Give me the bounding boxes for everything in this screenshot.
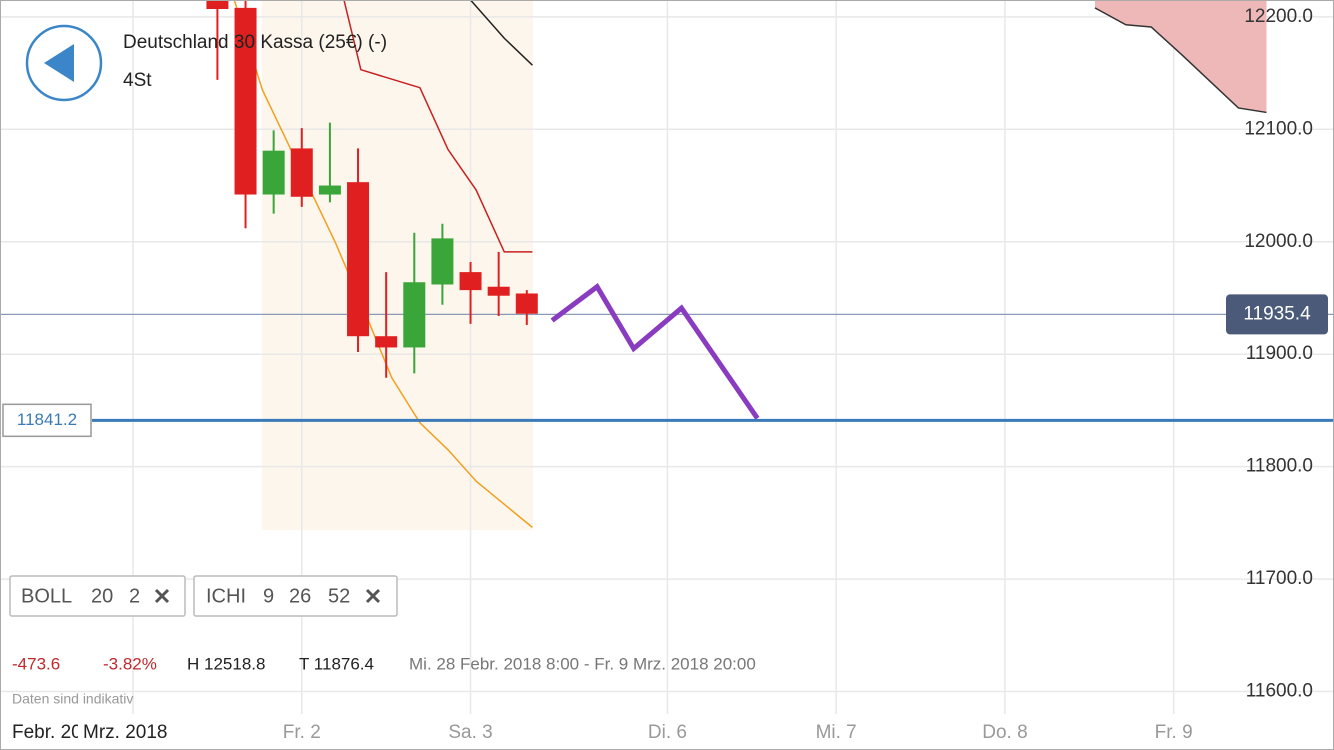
y-tick-label: 12100.0 <box>1244 118 1313 139</box>
timeframe: 4St <box>123 70 152 91</box>
indicator-param: 9 <box>263 585 274 607</box>
indicator-name: ICHI <box>206 585 246 607</box>
candle-body <box>347 182 370 337</box>
x-tick-label: Mi. 7 <box>816 722 857 743</box>
candle-body <box>487 286 510 296</box>
candle-body <box>403 282 426 348</box>
y-tick-label: 11800.0 <box>1246 456 1313 477</box>
remove-icon[interactable] <box>154 588 170 604</box>
x-tick-label: Sa. 3 <box>448 722 492 743</box>
y-tick-label: 11700.0 <box>1246 568 1313 589</box>
plot: 12200.0 12100.0 12000.0 11900.0 11800.0 11700… <box>0 0 1334 714</box>
indicator-chip[interactable] <box>9 575 186 617</box>
candle-body <box>318 185 341 195</box>
y-tick-label: 12000.0 <box>1244 231 1313 252</box>
y-tick-label: 11600.0 <box>1246 681 1313 702</box>
date-range: Mi. 28 Febr. 2018 8:00 - Fr. 9 Mrz. 2018… <box>409 654 756 673</box>
month-box <box>78 714 185 750</box>
level-label: 11841.2 <box>17 410 77 429</box>
ui: Deutschland 30 Kassa (25€) (-) 4St BOLL … <box>0 24 1193 750</box>
high: H 12518.8 <box>187 654 265 673</box>
candle-body <box>431 238 454 285</box>
cloud-edge <box>1094 7 1267 114</box>
change: -473.6 <box>12 654 60 673</box>
candle-body <box>375 336 398 348</box>
disclaimer: Daten sind indikativ <box>12 691 133 707</box>
indicator-name: BOLL <box>21 585 72 607</box>
remove-icon[interactable] <box>365 588 381 604</box>
month-label: Mrz. 2018 <box>83 722 167 743</box>
trend-drawing <box>550 283 760 420</box>
indicator-param: 52 <box>328 585 350 607</box>
candle-body <box>290 148 313 197</box>
indicator-param: 20 <box>91 585 113 607</box>
indicator-chip[interactable] <box>193 575 398 617</box>
back-icon <box>44 44 74 82</box>
indicator-band <box>262 0 533 530</box>
indicator-line <box>233 0 533 528</box>
x-tick-label: Fr. 9 <box>1155 722 1193 743</box>
candle-body <box>206 0 229 9</box>
indicator-line <box>343 0 533 253</box>
candle-body <box>459 272 482 291</box>
indicator-param: 2 <box>129 585 140 607</box>
y-tick-label: 12200.0 <box>1244 6 1313 27</box>
indicator-param: 26 <box>289 585 311 607</box>
last-price-badge <box>1226 294 1328 335</box>
candle-body <box>262 150 285 195</box>
candle-body <box>515 293 538 314</box>
x-tick-label: Do. 8 <box>982 722 1027 743</box>
low: T 11876.4 <box>299 654 374 673</box>
x-tick-label: Fr. 2 <box>283 722 321 743</box>
change-pct: -3.82% <box>103 654 157 673</box>
indicator-line <box>469 0 533 66</box>
level-badge <box>2 403 92 438</box>
cloud-area <box>1094 0 1267 113</box>
x-tick-label: Di. 6 <box>648 722 687 743</box>
y-tick-label: 11900.0 <box>1246 343 1313 364</box>
candle-body <box>234 7 257 195</box>
instrument-title: Deutschland 30 Kassa (25€) (-) <box>123 32 387 53</box>
last-price-label: 11935.4 <box>1243 303 1311 324</box>
